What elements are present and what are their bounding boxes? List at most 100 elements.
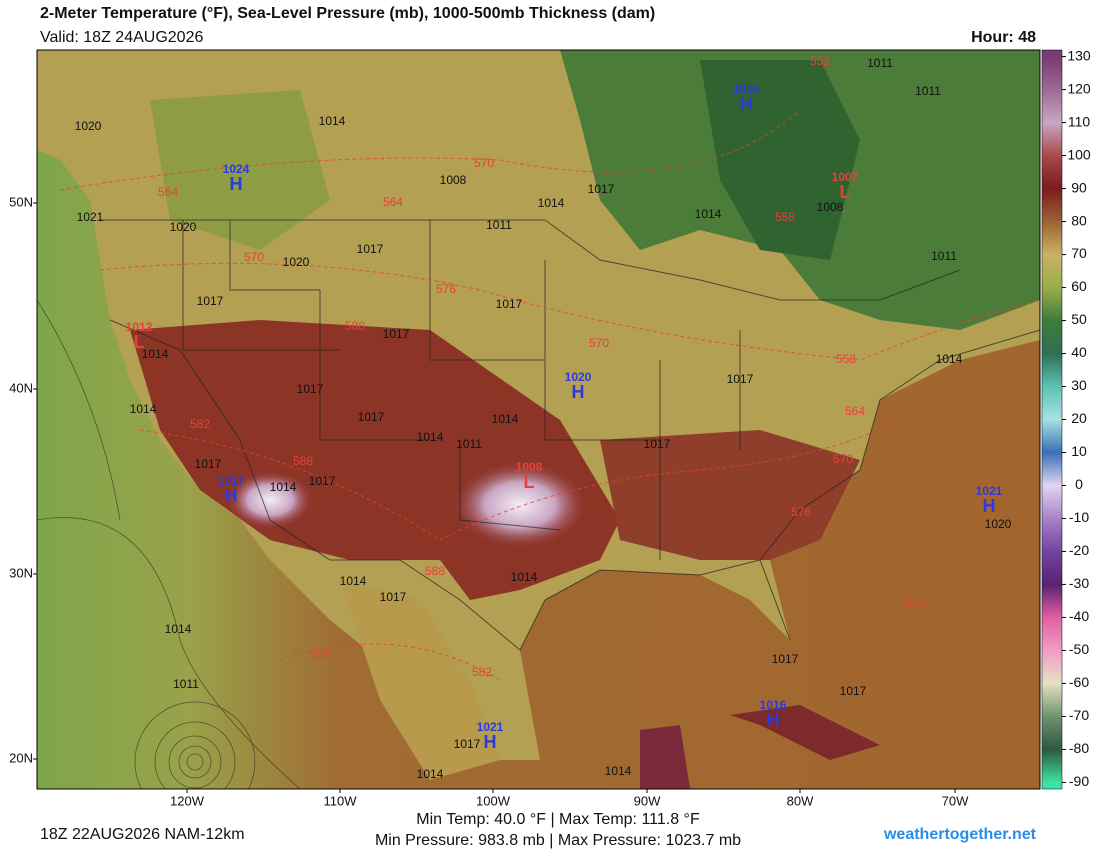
site-link[interactable]: weathertogether.net (883, 826, 1037, 843)
lon-label: 110W (324, 793, 358, 808)
colorbar-tick-label: 100 (1067, 146, 1091, 162)
colorbar-tick-label: 20 (1071, 410, 1087, 426)
thickness-label: 558 (775, 210, 795, 224)
thickness-label: 576 (791, 505, 811, 519)
colorbar-tick-label: 0 (1075, 476, 1083, 492)
thickness-label: 588 (293, 454, 313, 468)
thickness-label: 582 (310, 647, 330, 661)
pressure-center-value: 1008 (516, 460, 543, 474)
thickness-label: 564 (158, 185, 178, 199)
colorbar-tick-label: -90 (1069, 773, 1089, 789)
lon-label: 100W (476, 793, 511, 808)
thickness-label: 564 (845, 404, 865, 418)
colorbar-tick-label: 70 (1071, 245, 1087, 261)
temp-range: Min Temp: 40.0 °F | Max Temp: 111.8 °F (416, 811, 700, 828)
isobar-label: 1020 (75, 119, 102, 133)
isobar-label: 1014 (492, 412, 519, 426)
isobar-label: 1017 (357, 242, 384, 256)
pressure-center-symbol: H (484, 732, 497, 752)
isobar-label: 1011 (456, 437, 482, 451)
thickness-label: 576 (905, 597, 925, 611)
colorbar-tick-label: 30 (1071, 377, 1087, 393)
isobar-label: 1020 (985, 517, 1012, 531)
pressure-center-value: 1016 (760, 698, 787, 712)
thickness-label: 570 (244, 250, 264, 264)
isobar-label: 1017 (454, 737, 481, 751)
title: 2-Meter Temperature (°F), Sea-Level Pres… (40, 5, 655, 22)
pressure-center-value: 1020 (565, 370, 592, 384)
isobar-label: 1014 (605, 764, 632, 778)
isobar-label: 1017 (383, 327, 410, 341)
colorbar-tick-label: 50 (1071, 311, 1087, 327)
pressure-center-symbol: L (840, 182, 851, 202)
pressure-range: Min Pressure: 983.8 mb | Max Pressure: 1… (375, 832, 741, 849)
isobar-label: 1017 (195, 457, 222, 471)
pressure-center-symbol: H (740, 94, 753, 114)
isobar-label: 1017 (197, 294, 224, 308)
thickness-label: 576 (436, 282, 456, 296)
isobar-label: 1014 (695, 207, 722, 221)
isobar-label: 1014 (417, 767, 444, 781)
colorbar-tick-label: -60 (1069, 674, 1089, 690)
pressure-center-value: 1017 (218, 474, 245, 488)
isobar-label: 1014 (936, 352, 963, 366)
valid-time: Valid: 18Z 24AUG2026 (40, 29, 203, 46)
thickness-label: 570 (833, 452, 853, 466)
pressure-center-value: 1024 (223, 162, 250, 176)
thickness-label: 588 (345, 319, 365, 333)
colorbar-tick-label: 90 (1071, 179, 1087, 195)
lon-label: 70W (942, 793, 969, 808)
isobar-label: 1017 (496, 297, 523, 311)
pressure-center-value: 1007 (832, 170, 859, 184)
colorbar-tick-label: 10 (1071, 443, 1087, 459)
isobar-label: 1011 (915, 84, 941, 98)
thickness-label: 558 (836, 352, 856, 366)
thickness-label: 570 (589, 336, 609, 350)
isobar-label: 1020 (283, 255, 310, 269)
thickness-label: 582 (472, 665, 492, 679)
colorbar-tick-label: -50 (1069, 641, 1089, 657)
colorbar-tick-label: 110 (1068, 113, 1091, 129)
colorbar-tick-label: -20 (1069, 542, 1089, 558)
pressure-center-symbol: L (134, 332, 145, 352)
pressure-center-symbol: H (572, 382, 585, 402)
colorbar-tick-label: 40 (1071, 344, 1087, 360)
colorbar-tick-label: 130 (1067, 47, 1091, 63)
colorbar-tick-label: -80 (1069, 740, 1089, 756)
isobar-label: 1017 (380, 590, 407, 604)
lat-label: 50N (9, 194, 33, 209)
pressure-center-symbol: L (524, 472, 535, 492)
pressure-center-symbol: H (983, 496, 996, 516)
lon-label: 120W (170, 793, 205, 808)
isobar-label: 1014 (130, 402, 157, 416)
lat-label: 20N (9, 750, 33, 765)
thickness-label: 570 (474, 156, 494, 170)
lat-label: 30N (9, 565, 33, 580)
map-area (37, 50, 1040, 789)
pressure-center-symbol: H (767, 710, 780, 730)
lat-label: 40N (9, 380, 33, 395)
thickness-label: 588 (425, 564, 445, 578)
isobar-label: 1014 (511, 570, 538, 584)
pressure-center-value: 1021 (477, 720, 504, 734)
isobar-label: 1021 (77, 210, 104, 224)
isobar-label: 1011 (486, 218, 512, 232)
isobar-label: 1020 (170, 220, 197, 234)
colorbar-tick-label: -70 (1069, 707, 1089, 723)
isobar-label: 1017 (727, 372, 754, 386)
colorbar-tick-label: 80 (1071, 212, 1087, 228)
isobar-label: 1014 (340, 574, 367, 588)
colorbar-tick-label: -10 (1069, 509, 1089, 525)
thickness-label: 564 (383, 195, 403, 209)
colorbar (1041, 49, 1063, 790)
lon-label: 80W (787, 793, 814, 808)
isobar-label: 1014 (165, 622, 192, 636)
isobar-label: 1017 (358, 410, 385, 424)
isobar-label: 1014 (270, 480, 297, 494)
isobar-label: 1017 (772, 652, 799, 666)
isobar-label: 1011 (173, 677, 199, 691)
isobar-label: 1008 (817, 200, 844, 214)
pressure-center-value: 1012 (126, 320, 153, 334)
isobar-label: 1011 (867, 56, 893, 70)
